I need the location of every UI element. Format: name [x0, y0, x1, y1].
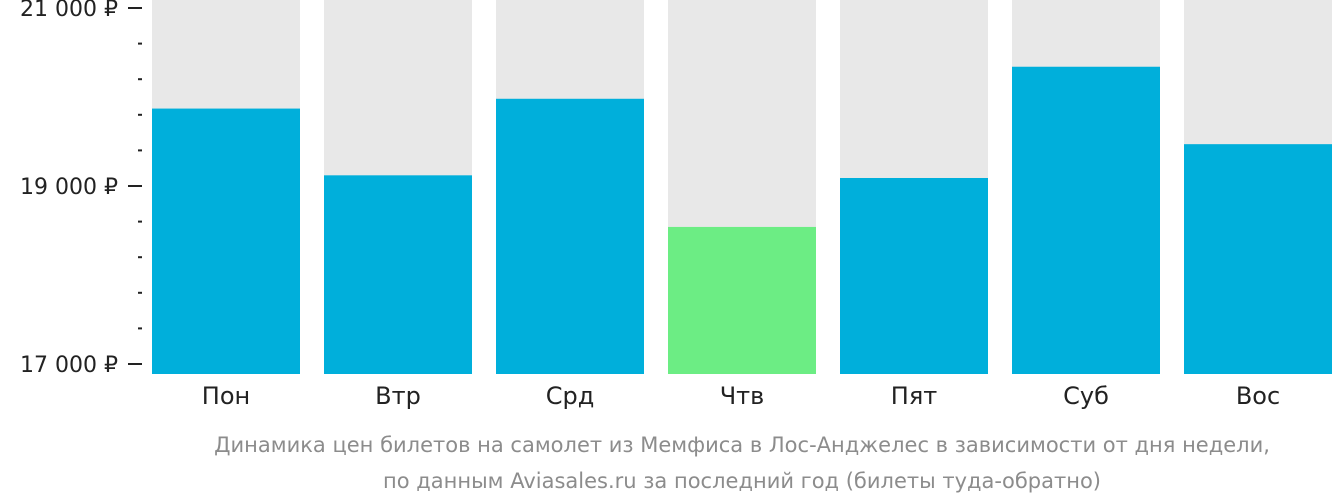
y-tick-label: 21 000 ₽: [20, 0, 118, 22]
y-tick-label: 19 000 ₽: [20, 175, 118, 200]
category-label: Суб: [1063, 382, 1109, 410]
y-axis: 17 000 ₽ 19 000 ₽ 21 000 ₽: [20, 0, 142, 378]
bar-6: [1012, 66, 1160, 375]
bar-5: [840, 177, 988, 374]
bar-layer: [152, 66, 1332, 375]
caption-line-2: по данным Aviasales.ru за последний год …: [383, 469, 1101, 493]
category-label: Чтв: [720, 382, 765, 410]
category-label: Пят: [891, 382, 937, 410]
caption-line-1: Динамика цен билетов на самолет из Мемфи…: [214, 433, 1270, 457]
chart-caption: Динамика цен билетов на самолет из Мемфи…: [214, 433, 1270, 493]
category-label: Срд: [546, 382, 595, 410]
bar-4: [668, 226, 816, 374]
category-label: Вос: [1236, 382, 1280, 410]
bar-1: [152, 108, 300, 374]
category-label: Пон: [202, 382, 250, 410]
bar-3: [496, 98, 644, 374]
bar-7: [1184, 144, 1332, 374]
x-axis-labels: Пон Втр Срд Чтв Пят Суб Вос: [202, 382, 1280, 410]
category-label: Втр: [375, 382, 421, 410]
y-tick-label: 17 000 ₽: [20, 353, 118, 378]
bar-2: [324, 175, 472, 374]
